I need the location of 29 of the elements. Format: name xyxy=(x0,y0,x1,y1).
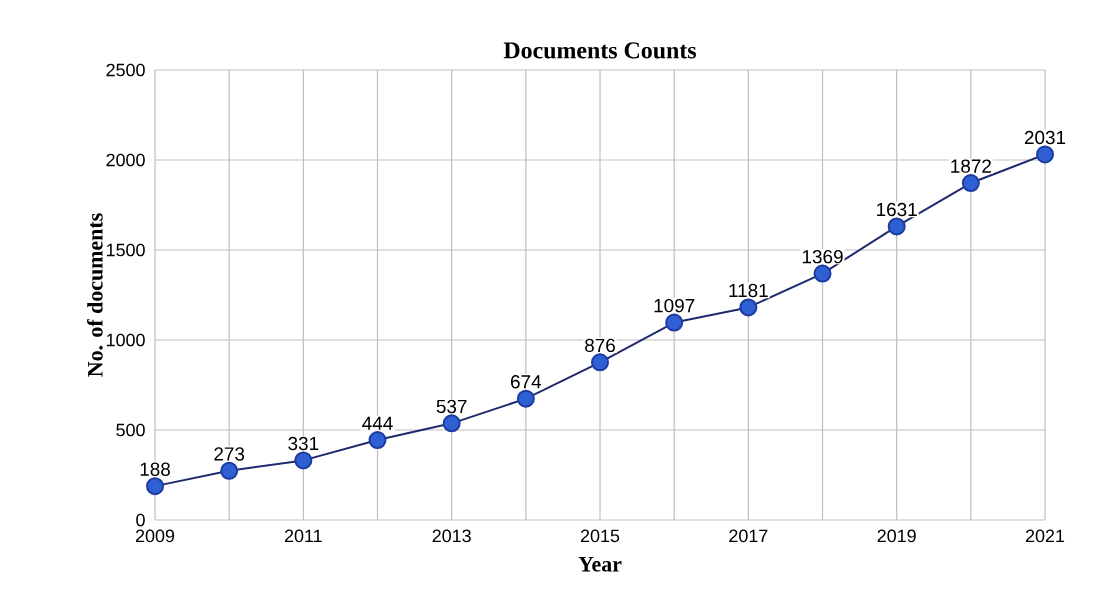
data-label: 273 xyxy=(214,447,245,461)
x-axis-title: Year xyxy=(578,557,622,572)
chart-title: Documents Counts xyxy=(503,42,697,59)
y-tick-label: 2000 xyxy=(106,153,145,167)
data-label: 537 xyxy=(436,399,467,414)
y-tick-label: 2500 xyxy=(106,63,145,77)
data-label: 2031 xyxy=(1024,130,1066,145)
data-label: 331 xyxy=(288,436,319,451)
y-tick-label: 500 xyxy=(116,423,145,437)
data-label: 1872 xyxy=(951,159,991,173)
x-tick-label: 2021 xyxy=(1025,529,1065,543)
x-tick-label: 2019 xyxy=(877,529,916,543)
data-label: 1097 xyxy=(654,298,695,313)
y-tick-label: 1000 xyxy=(106,333,145,347)
data-label: 188 xyxy=(140,462,170,476)
y-tick-label: 1500 xyxy=(106,243,145,257)
x-tick-label: 2011 xyxy=(284,529,322,543)
y-tick-label: 0 xyxy=(136,513,145,527)
x-tick-label: 2017 xyxy=(729,529,768,543)
x-tick-label: 2015 xyxy=(580,529,620,543)
data-label: 1631 xyxy=(877,202,917,217)
y-axis-title: No. of documents xyxy=(87,213,103,377)
x-tick-label: 2009 xyxy=(135,529,175,543)
data-label: 674 xyxy=(511,375,542,389)
data-label: 1369 xyxy=(802,249,843,264)
x-tick-label: 2013 xyxy=(432,529,471,543)
data-label: 444 xyxy=(362,416,393,430)
data-label: 1181 xyxy=(729,283,768,298)
data-label: 876 xyxy=(585,338,615,353)
